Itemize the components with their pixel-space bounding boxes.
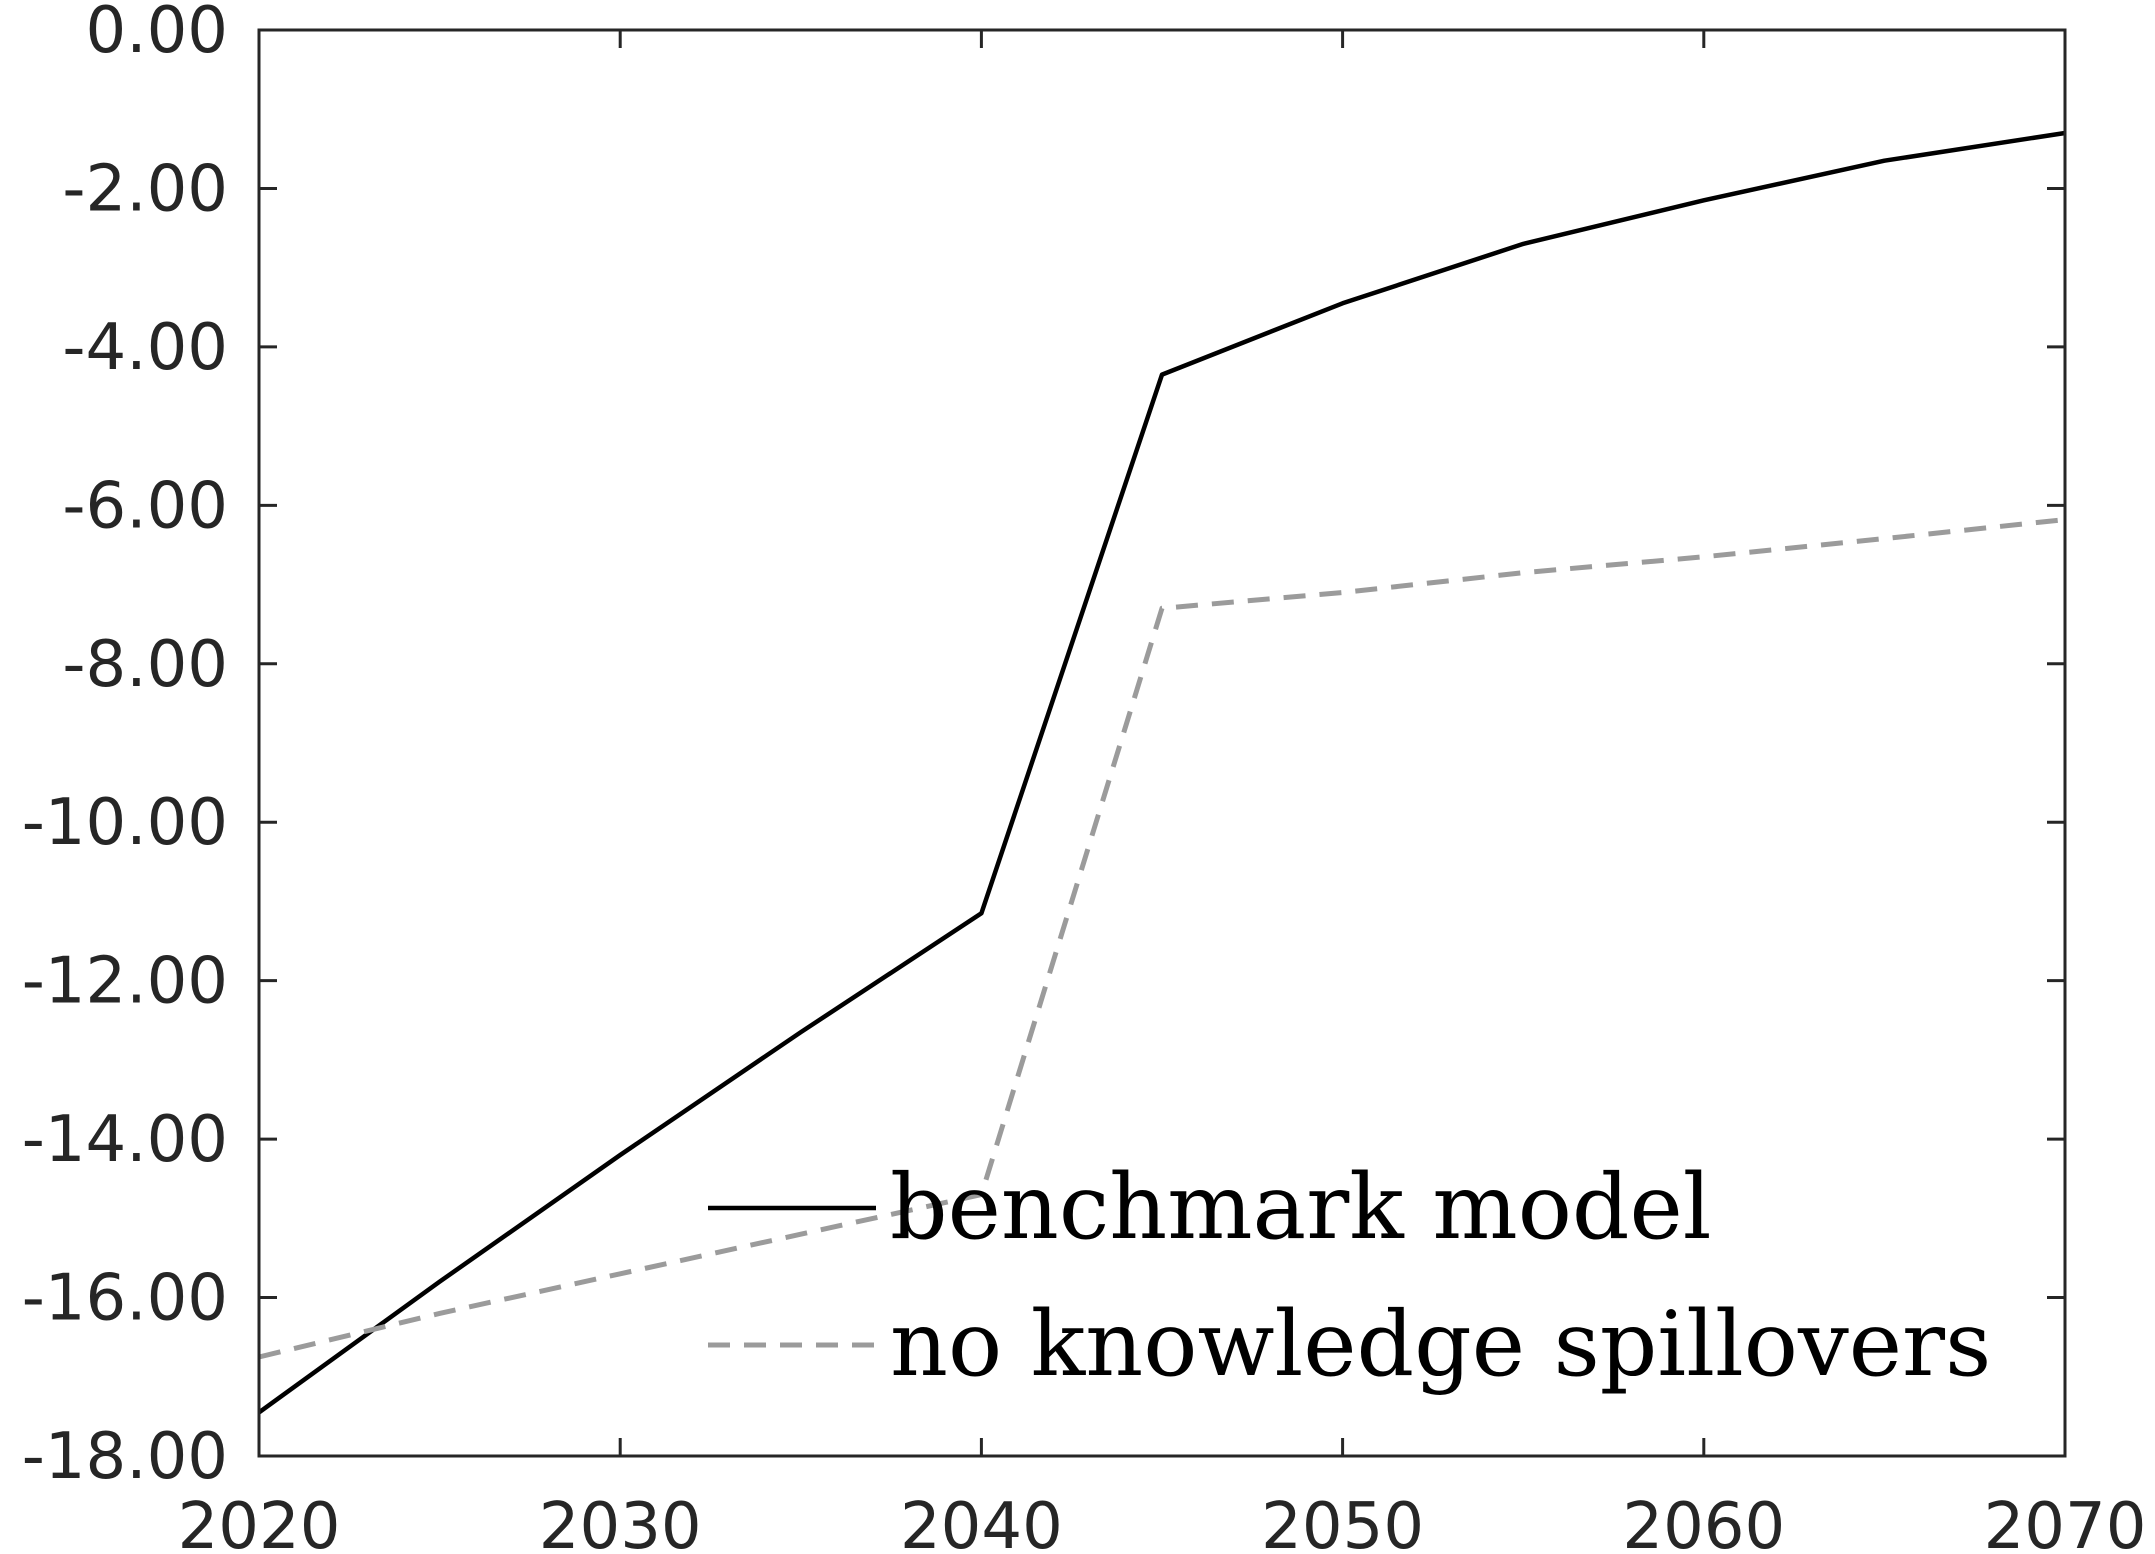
legend: benchmark model no knowledge spillovers <box>708 1155 1991 1397</box>
x-tick-label: 2040 <box>900 1490 1063 1554</box>
x-tick-label: 2060 <box>1622 1490 1785 1554</box>
y-tick-label: -18.00 <box>22 1420 228 1494</box>
y-tick-label: -16.00 <box>22 1262 228 1336</box>
y-tick-label: -12.00 <box>22 945 228 1019</box>
x-tick-label: 2050 <box>1261 1490 1424 1554</box>
y-tick-label: 0.00 <box>86 0 229 68</box>
y-tick-label: -4.00 <box>62 311 228 385</box>
y-tick-label: -2.00 <box>62 152 228 226</box>
series-line <box>258 517 2066 1360</box>
x-tick-label: 2020 <box>178 1490 341 1554</box>
x-axis-tick-labels: 2020 2030 2040 2050 2060 2070 <box>178 1490 2147 1554</box>
legend-label: no knowledge spillovers <box>890 1292 1991 1397</box>
legend-label: benchmark model <box>890 1155 1712 1260</box>
plot-frame <box>257 28 2067 1458</box>
y-axis-tick-labels: 0.00 -2.00 -4.00 -6.00 -8.00 -10.00 -12.00 -14.… <box>22 0 228 1494</box>
y-tick-label: -10.00 <box>22 786 228 860</box>
plot-background <box>259 30 2065 1456</box>
series-line <box>257 130 2066 1415</box>
y-tick-label: -6.00 <box>62 469 228 543</box>
y-tick-label: -8.00 <box>62 628 228 702</box>
x-tick-label: 2030 <box>539 1490 702 1554</box>
x-tick-label: 2070 <box>1984 1490 2147 1554</box>
series-layer <box>257 130 2066 1415</box>
y-tick-label: -14.00 <box>22 1103 228 1177</box>
